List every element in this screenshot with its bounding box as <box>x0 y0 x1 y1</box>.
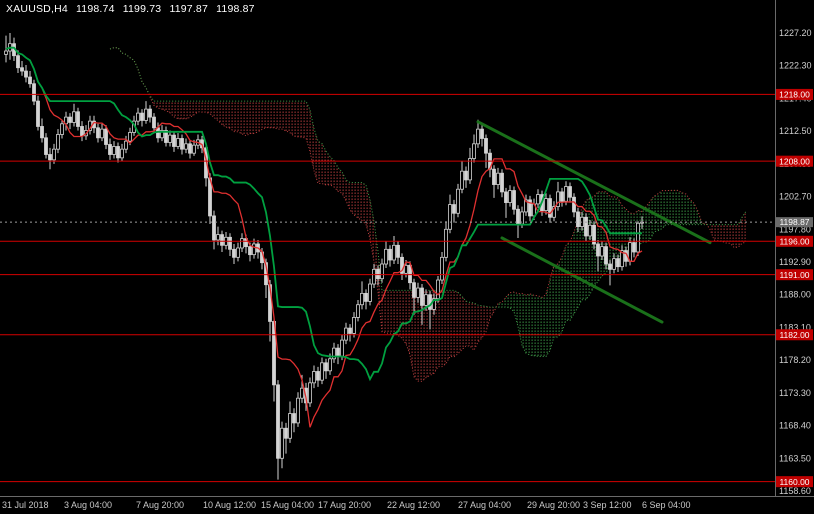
price-tick-label: 1212.50 <box>779 126 812 136</box>
price-tick-label: 1222.30 <box>779 61 812 71</box>
time-tick-label: 17 Aug 20:00 <box>318 500 371 510</box>
price-tick-label: 1227.20 <box>779 28 812 38</box>
trendline-2[interactable] <box>500 236 664 324</box>
svg-text:1198.87: 1198.87 <box>779 217 809 227</box>
price-level-label: 1218.00 <box>776 88 813 100</box>
time-tick-label: 3 Aug 04:00 <box>64 500 112 510</box>
tenkan-sen-line <box>5 47 643 428</box>
chart-title: XAUUSD,H4 1198.74 1199.73 1197.87 1198.8… <box>6 3 260 15</box>
time-tick-label: 15 Aug 04:00 <box>261 500 314 510</box>
price-tick-label: 1202.70 <box>779 192 812 202</box>
time-tick-label: 29 Aug 20:00 <box>527 500 580 510</box>
price-tick-label: 1158.60 <box>779 486 811 496</box>
time-tick-label: 10 Aug 12:00 <box>203 500 256 510</box>
time-tick-label: 3 Sep 12:00 <box>583 500 632 510</box>
price-level-label: 1208.00 <box>776 155 813 167</box>
kumo-bearish-region <box>150 95 494 382</box>
svg-text:1191.00: 1191.00 <box>779 270 809 280</box>
price-tick-label: 1178.20 <box>779 355 811 365</box>
ohlc-low: 1197.87 <box>169 3 209 15</box>
svg-text:1160.00: 1160.00 <box>779 477 809 487</box>
price-level-label: 1191.00 <box>776 269 813 281</box>
price-tick-label: 1163.50 <box>779 453 811 463</box>
kumo-bullish-region <box>498 190 706 357</box>
ohlc-open: 1198.74 <box>76 3 115 15</box>
time-tick-label: 22 Aug 12:00 <box>387 500 440 510</box>
price-tick-label: 1188.00 <box>779 290 811 300</box>
svg-text:1182.00: 1182.00 <box>779 330 809 340</box>
price-level-label: 1196.00 <box>776 235 813 247</box>
candles <box>4 33 644 480</box>
ohlc-high: 1199.73 <box>122 3 162 15</box>
time-tick-label: 6 Sep 04:00 <box>642 500 691 510</box>
price-level-label: 1182.00 <box>776 329 813 341</box>
current-price-label: 1198.87 <box>776 217 813 228</box>
time-tick-label: 31 Jul 2018 <box>2 500 49 510</box>
price-level-label: 1160.00 <box>776 476 813 488</box>
time-tick-label: 27 Aug 04:00 <box>458 500 511 510</box>
svg-text:1208.00: 1208.00 <box>779 156 810 166</box>
ichimoku-cloud <box>109 47 747 382</box>
time-axis: 31 Jul 2018 3 Aug 04:00 7 Aug 20:00 10 Aug … <box>2 500 691 510</box>
symbol-timeframe-label: XAUUSD,H4 <box>6 3 68 15</box>
kumo-bullish-region <box>110 47 146 88</box>
price-tick-label: 1197.80 <box>779 224 811 234</box>
price-tick-label: 1192.90 <box>779 257 811 267</box>
price-tick-label: 1183.10 <box>779 322 811 332</box>
ohlc-close: 1198.87 <box>216 3 255 15</box>
price-tick-label: 1173.30 <box>779 388 811 398</box>
price-tick-label: 1168.40 <box>779 421 811 431</box>
svg-text:1196.00: 1196.00 <box>779 237 809 247</box>
svg-text:1218.00: 1218.00 <box>779 90 810 100</box>
time-tick-label: 7 Aug 20:00 <box>136 500 184 510</box>
kijun-sen-line <box>5 46 642 382</box>
kumo-bearish-region <box>710 211 746 248</box>
